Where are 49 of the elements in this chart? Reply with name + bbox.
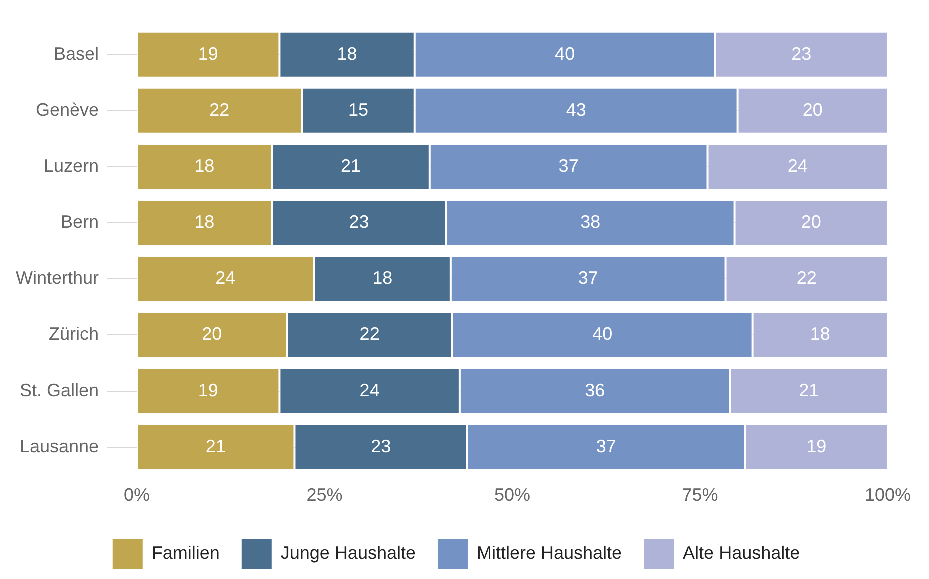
y-tick-label: Bern bbox=[60, 212, 100, 232]
data-label: 37 bbox=[596, 436, 616, 456]
data-label: 21 bbox=[341, 156, 362, 176]
x-tick-label: 100% bbox=[864, 485, 912, 506]
y-tick-label: Lausanne bbox=[20, 436, 100, 456]
data-label: 20 bbox=[802, 100, 823, 120]
y-tick-label: St. Gallen bbox=[20, 380, 100, 400]
data-label: 36 bbox=[585, 380, 606, 400]
x-tick-label: 75% bbox=[682, 485, 718, 506]
data-label: 40 bbox=[592, 324, 613, 344]
y-tick-label: Luzern bbox=[44, 156, 100, 176]
data-label: 18 bbox=[372, 268, 393, 288]
data-label: 21 bbox=[206, 436, 226, 456]
data-label: 23 bbox=[371, 436, 392, 456]
data-label: 18 bbox=[337, 44, 358, 64]
data-label: 23 bbox=[792, 44, 812, 64]
data-label: 24 bbox=[216, 268, 236, 288]
data-label: 22 bbox=[796, 268, 817, 288]
y-tick-label: Basel bbox=[54, 44, 100, 64]
legend-label: Junge Haushalte bbox=[280, 542, 416, 563]
data-label: 40 bbox=[555, 44, 576, 64]
data-label: 15 bbox=[348, 100, 369, 120]
data-label: 20 bbox=[801, 212, 822, 232]
data-label: 20 bbox=[202, 324, 222, 344]
data-label: 38 bbox=[580, 212, 601, 232]
data-label: 43 bbox=[566, 100, 586, 120]
data-label: 23 bbox=[349, 212, 370, 232]
x-tick-label: 25% bbox=[306, 485, 343, 506]
data-label: 22 bbox=[210, 100, 230, 120]
y-tick-label: Zürich bbox=[49, 324, 100, 344]
data-label: 22 bbox=[360, 324, 380, 344]
data-label: 18 bbox=[194, 156, 215, 176]
data-label: 18 bbox=[810, 324, 830, 344]
legend-label: Familien bbox=[152, 542, 220, 563]
x-tick-label: 50% bbox=[494, 485, 531, 506]
data-label: 37 bbox=[578, 268, 598, 288]
data-label: 19 bbox=[198, 380, 218, 400]
data-label: 19 bbox=[806, 436, 827, 456]
data-label: 18 bbox=[194, 212, 215, 232]
x-tick-label: 0% bbox=[124, 485, 150, 506]
data-label: 24 bbox=[788, 156, 808, 176]
data-label: 19 bbox=[198, 44, 218, 64]
data-label: 24 bbox=[360, 380, 380, 400]
data-label: 37 bbox=[558, 156, 579, 176]
y-tick-label: Genève bbox=[36, 100, 100, 120]
legend-label: Mittlere Haushalte bbox=[476, 542, 622, 563]
legend-label: Alte Haushalte bbox=[683, 542, 800, 563]
y-tick-label: Winterthur bbox=[16, 268, 100, 288]
data-label: 21 bbox=[799, 380, 820, 400]
